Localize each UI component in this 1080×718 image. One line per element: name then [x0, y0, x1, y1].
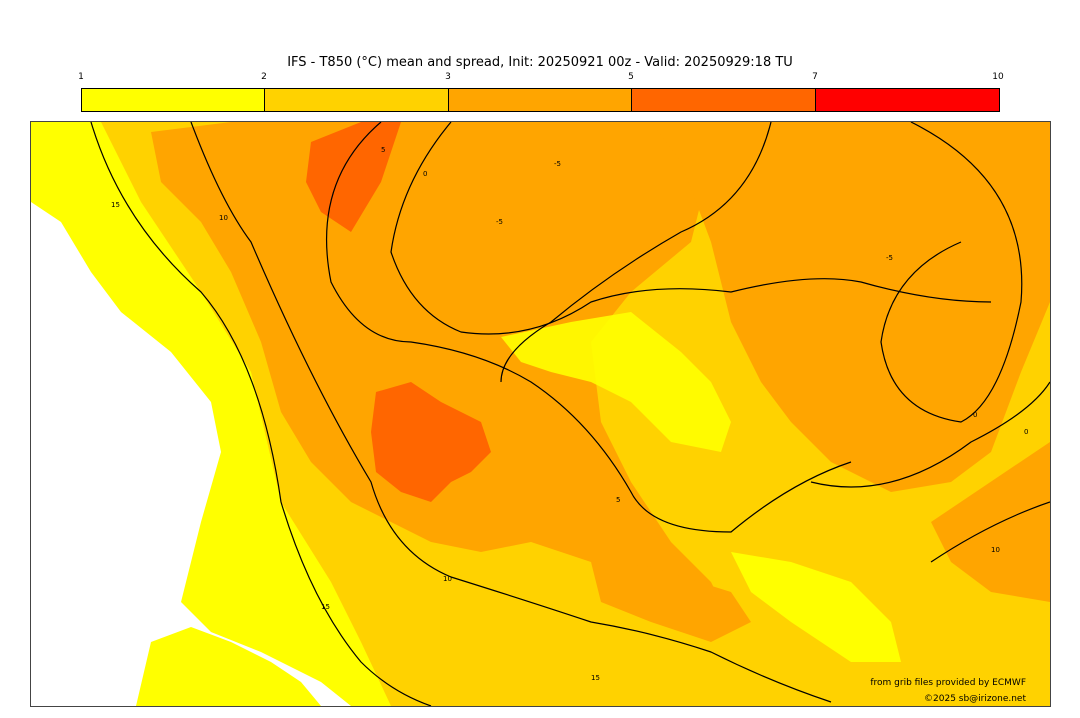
contour-label: 0 [423, 170, 427, 178]
contour-label: 10 [219, 214, 228, 222]
contour-label: 15 [591, 674, 600, 682]
colorbar-tick: 2 [261, 72, 267, 82]
colorbar [81, 88, 1000, 112]
colorbar-tick: 1 [78, 72, 84, 82]
contour-label: 0 [1024, 428, 1028, 436]
colorbar-tick: 7 [812, 72, 818, 82]
contour-label: 0 [973, 411, 977, 419]
contour-label: 10 [991, 546, 1000, 554]
spread-field-1-2 [501, 312, 731, 452]
contour-label: 10 [443, 575, 452, 583]
weather-map: 15 10 5 0 -5 -5 -5 0 0 5 10 15 15 10 fro… [30, 121, 1051, 707]
colorbar-segment [82, 89, 266, 111]
contour-lines [90, 122, 1050, 706]
contour-label: -5 [886, 254, 893, 262]
colorbar-segment [815, 89, 999, 111]
colorbar-segment [632, 89, 816, 111]
copyright-credit: ©2025 sb@irizone.net [924, 694, 1026, 704]
contour-label: 5 [381, 146, 385, 154]
colorbar-segment [448, 89, 633, 111]
colorbar-tick: 10 [992, 72, 1004, 82]
data-source-credit: from grib files provided by ECMWF [870, 678, 1026, 688]
map-title: IFS - T850 (°C) mean and spread, Init: 2… [287, 55, 793, 70]
contour-label: 15 [111, 201, 120, 209]
contour-label: 5 [616, 496, 620, 504]
contour-label: 15 [321, 603, 330, 611]
colorbar-tick: 5 [628, 72, 634, 82]
spread-field-3-5 [151, 122, 731, 622]
contour-label: -5 [554, 160, 561, 168]
colorbar-tick: 3 [445, 72, 451, 82]
contour-label: -5 [496, 218, 503, 226]
contour-labels: 15 10 5 0 -5 -5 -5 0 0 5 10 15 15 10 [111, 146, 1028, 682]
colorbar-segment [265, 89, 449, 111]
no-data-region [31, 202, 351, 706]
